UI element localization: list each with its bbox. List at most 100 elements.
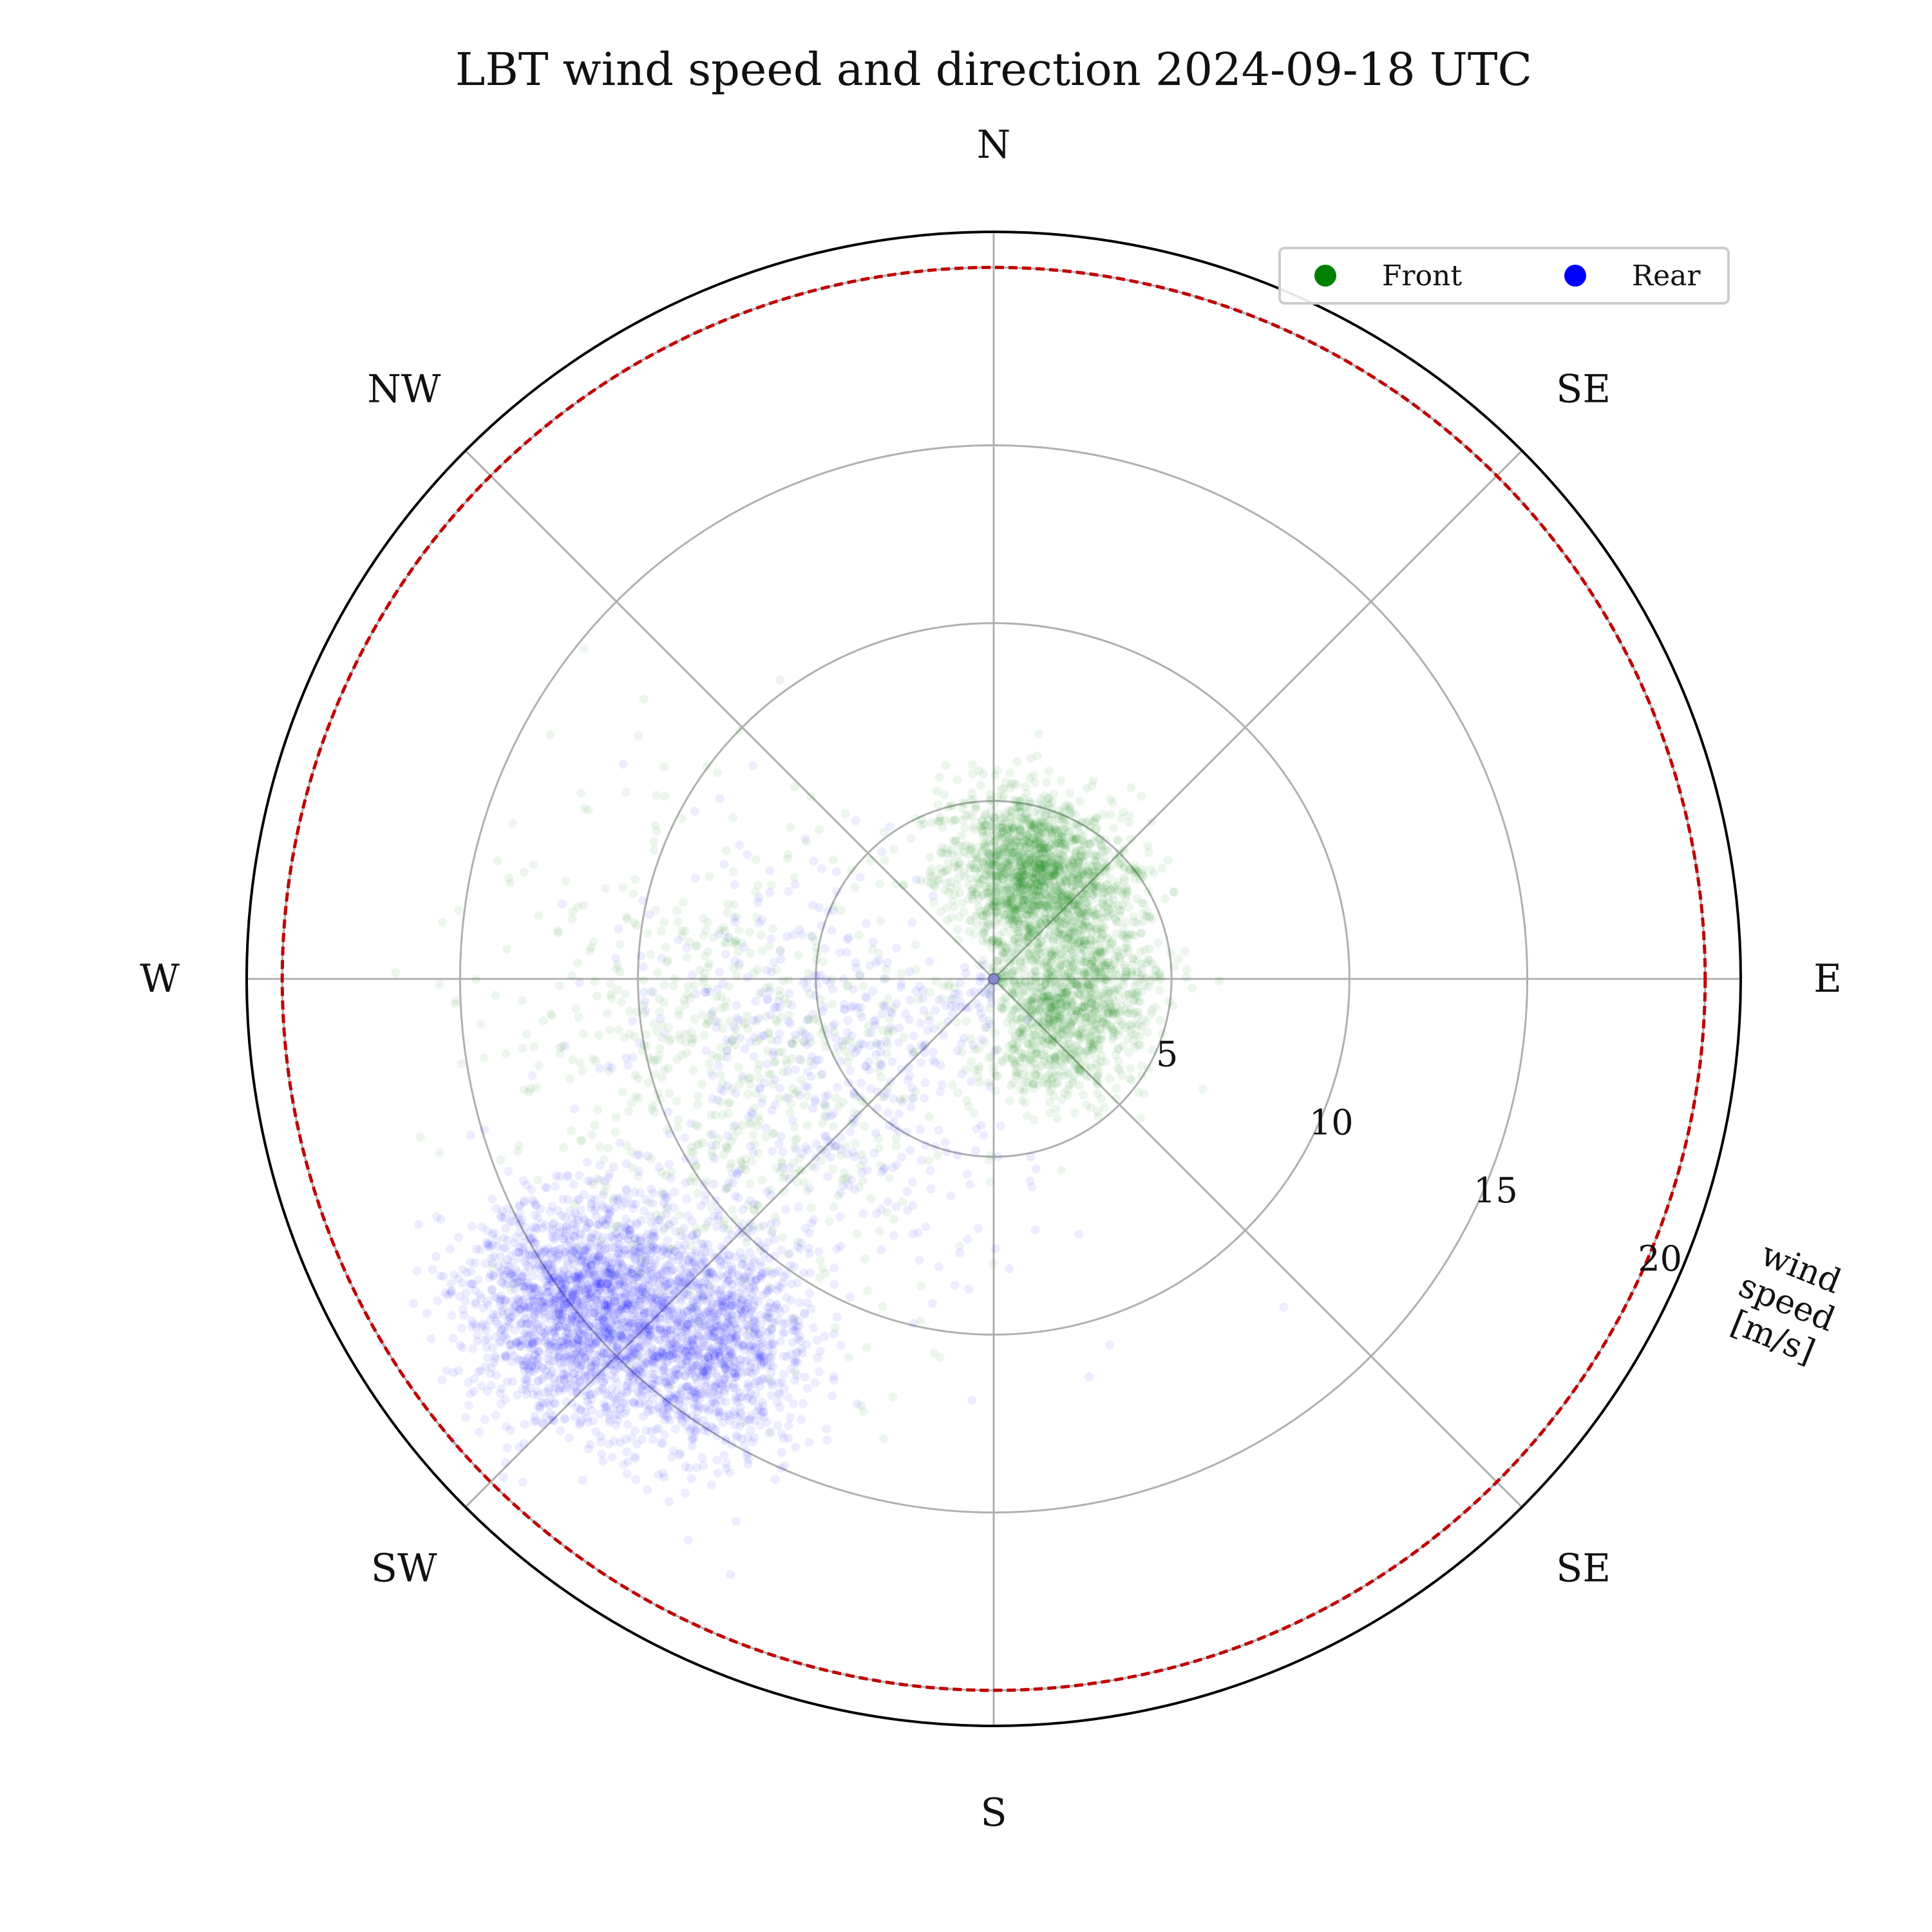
data-point [1062,800,1071,810]
data-point [986,806,996,815]
data-point [584,1218,594,1227]
data-point [1031,850,1041,860]
data-point [790,782,800,791]
data-point [1079,935,1089,945]
data-point [730,900,739,909]
data-point [1117,900,1127,909]
data-point [468,1344,477,1354]
data-point [618,883,628,893]
data-point [501,1049,511,1059]
data-point [1072,835,1082,844]
data-point [1101,885,1111,895]
data-point [988,936,998,945]
data-point [1014,902,1024,911]
data-point [1046,858,1056,868]
data-point [1057,906,1067,916]
data-point [1054,899,1063,909]
data-point [998,862,1007,871]
data-point [659,980,669,990]
data-point [965,916,975,925]
data-point [761,1132,770,1142]
data-point [1060,945,1070,955]
data-point [967,845,976,855]
data-point [952,881,962,891]
data-point [1026,878,1036,888]
data-point [1092,1076,1101,1086]
data-point [592,1174,602,1184]
data-point [1020,936,1030,945]
data-point [1055,876,1065,885]
data-point [947,800,957,810]
data-point [1070,810,1080,820]
data-point [587,1194,596,1204]
data-point [990,920,1000,930]
data-point [990,908,1000,918]
data-point [1057,1095,1067,1104]
data-point [666,1173,676,1183]
data-point [1130,865,1140,875]
data-point [1088,882,1098,891]
data-point [605,1025,614,1035]
data-point [1088,937,1097,947]
data-point [1099,899,1108,909]
data-point [1072,967,1082,976]
data-point [1025,871,1034,881]
data-point [462,1268,471,1278]
data-point [1034,856,1044,866]
data-point [1040,914,1050,923]
data-point [466,1130,475,1140]
data-point [1046,852,1056,862]
data-point [1042,843,1052,853]
data-point [1072,833,1081,842]
data-point [1058,851,1068,860]
data-point [579,643,589,653]
data-point [802,1121,812,1130]
data-point [1066,1019,1075,1029]
data-point [705,1059,714,1068]
data-point [498,1473,508,1482]
data-point [1054,928,1063,938]
data-point [988,901,998,910]
data-point [1079,831,1088,840]
data-point [960,868,969,878]
data-point [1067,936,1077,945]
data-point [967,1057,976,1066]
data-point [1009,779,1019,788]
data-point [1163,856,1173,866]
data-point [1044,766,1054,776]
data-point [1019,846,1029,856]
data-point [1009,869,1019,879]
data-point [1023,932,1033,942]
data-point [985,836,995,846]
data-point [1048,1061,1058,1070]
data-point [1137,1070,1146,1080]
data-point [1085,815,1095,825]
data-point [578,1475,587,1485]
data-point [593,1105,603,1115]
data-point [1041,868,1050,877]
data-point [1018,896,1028,905]
data-point [549,1416,559,1426]
data-point [974,864,983,873]
data-point [682,952,692,962]
data-point [875,1226,884,1236]
data-point [454,905,464,915]
data-point [647,1104,657,1114]
data-point [1070,857,1080,867]
data-point [1023,936,1032,946]
data-point [1051,880,1061,890]
data-point [1054,838,1064,848]
data-point [815,1256,825,1265]
data-point [891,879,900,889]
data-point [1003,829,1012,838]
data-point [997,835,1007,845]
data-point [1101,1025,1111,1034]
data-point [1016,904,1026,913]
data-point [630,1188,639,1197]
data-point [1116,814,1126,823]
data-point [723,1144,732,1154]
data-point [1086,838,1095,848]
data-point [1008,838,1018,847]
data-point [1079,921,1089,931]
data-point [779,976,788,986]
